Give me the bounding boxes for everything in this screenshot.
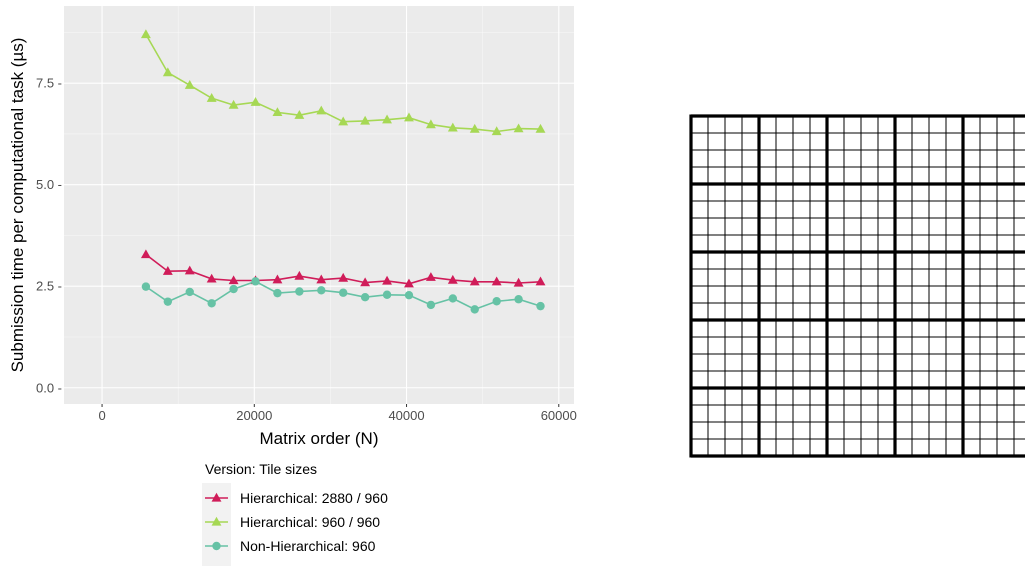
data-point xyxy=(382,290,392,299)
data-point xyxy=(425,272,436,281)
data-point xyxy=(491,276,502,286)
data-point xyxy=(382,114,392,124)
data-point xyxy=(251,277,260,286)
data-point xyxy=(295,287,304,296)
minor-gridlines xyxy=(64,6,574,404)
data-point xyxy=(162,265,173,275)
legend-label: Hierarchical: 2880 / 960 xyxy=(240,490,388,506)
data-point xyxy=(184,265,195,275)
data-point xyxy=(207,299,216,308)
data-point xyxy=(491,126,502,136)
data-point xyxy=(316,105,327,115)
y-axis-ticks: 0.0 - 2.5 - 5.0 - 7.5 - xyxy=(36,76,62,396)
legend-key-marker xyxy=(211,492,222,502)
x-axis-ticks: 0 20000 40000 60000 xyxy=(98,404,577,423)
x-tick-label: 60000 xyxy=(541,408,577,423)
data-point xyxy=(536,301,545,311)
tile-grid-block-lines xyxy=(689,114,1025,458)
data-point xyxy=(228,275,239,285)
data-point xyxy=(382,275,392,285)
data-point xyxy=(404,290,414,300)
y-tick-label: 5.0 - xyxy=(36,177,62,192)
data-point xyxy=(250,97,261,106)
data-point xyxy=(338,116,349,126)
data-point xyxy=(228,99,239,109)
data-point xyxy=(229,284,238,294)
data-point xyxy=(360,115,371,125)
data-point xyxy=(447,122,458,132)
data-point xyxy=(514,295,523,304)
data-point xyxy=(404,112,414,122)
data-point xyxy=(294,110,305,119)
tile-grid-fine-lines xyxy=(691,116,1025,456)
y-tick-label: 7.5 - xyxy=(36,76,62,91)
y-tick-label: 0.0 - xyxy=(36,380,62,395)
data-point xyxy=(513,123,524,133)
data-point xyxy=(273,288,282,298)
data-point xyxy=(339,288,348,297)
data-point xyxy=(469,276,480,286)
legend-label: Hierarchical: 960 / 960 xyxy=(240,514,380,530)
data-point xyxy=(294,270,305,280)
data-point xyxy=(425,119,436,129)
data-point xyxy=(535,276,546,286)
data-point xyxy=(140,29,151,39)
data-point xyxy=(426,300,436,310)
data-point xyxy=(448,294,458,303)
data-point xyxy=(338,272,349,282)
data-point xyxy=(316,274,327,284)
data-point xyxy=(447,274,458,284)
data-point xyxy=(163,297,173,306)
y-axis-title: Submission time per computational task (… xyxy=(8,38,27,373)
legend-title: Version: Tile sizes xyxy=(205,461,317,477)
x-tick-label: 0 xyxy=(98,408,105,423)
legend: Version: Tile sizes Hierarchical: 2880 /… xyxy=(202,461,388,566)
x-axis-title: Matrix order (N) xyxy=(259,429,378,448)
data-point xyxy=(206,92,217,102)
series-layer xyxy=(140,29,546,314)
y-tick-label: 2.5 - xyxy=(36,279,62,294)
data-point xyxy=(404,278,414,288)
x-tick-label: 40000 xyxy=(388,408,424,423)
series-1 xyxy=(140,29,546,136)
data-point xyxy=(272,107,283,117)
data-point xyxy=(513,277,524,287)
major-gridlines xyxy=(64,6,574,404)
data-point xyxy=(360,277,371,287)
data-point xyxy=(360,292,370,302)
data-point xyxy=(470,305,479,314)
data-point xyxy=(140,249,151,259)
x-tick-label: 20000 xyxy=(236,408,272,423)
legend-key-marker xyxy=(212,541,221,551)
data-point xyxy=(206,273,217,283)
legend-key-marker xyxy=(211,516,222,526)
data-point xyxy=(184,79,195,89)
series-2 xyxy=(141,277,545,314)
data-point xyxy=(317,286,326,295)
plot-panel xyxy=(64,6,574,404)
data-point xyxy=(141,282,151,291)
data-point xyxy=(185,287,194,297)
data-point xyxy=(272,274,283,284)
legend-label: Non-Hierarchical: 960 xyxy=(240,538,376,554)
data-point xyxy=(535,123,546,133)
data-point xyxy=(469,123,480,133)
data-point xyxy=(492,297,501,306)
data-point xyxy=(162,67,173,77)
